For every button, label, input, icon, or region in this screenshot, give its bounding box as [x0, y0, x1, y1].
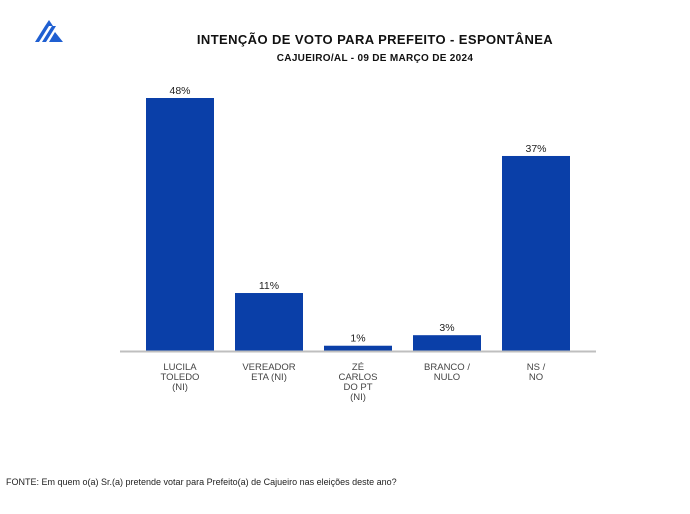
chart-subtitle: CAJUEIRO/AL - 09 DE MARÇO DE 2024: [276, 53, 474, 64]
category-label: VEREADOR: [242, 362, 295, 373]
data-label: 1%: [350, 333, 365, 345]
chart-title: INTENÇÃO DE VOTO PARA PREFEITO - ESPONTÂ…: [196, 32, 554, 47]
category-label: NS /: [527, 362, 546, 373]
category-label: NO: [529, 372, 543, 383]
category-label: CARLOS: [338, 372, 377, 383]
brand-logo-icon: [35, 20, 63, 42]
category-label: BRANCO /: [424, 362, 470, 373]
category-label: LUCILA: [163, 362, 197, 373]
category-label: ETA (NI): [251, 372, 287, 383]
bar: [413, 335, 481, 351]
bar: [146, 98, 214, 351]
source-note: FONTE: Em quem o(a) Sr.(a) pretende vota…: [6, 477, 397, 487]
bar: [235, 293, 303, 351]
category-label: NULO: [434, 372, 460, 383]
category-label: (NI): [350, 392, 366, 403]
category-label: TOLEDO: [161, 372, 200, 383]
bar: [324, 345, 392, 351]
data-label: 3%: [439, 322, 454, 334]
category-label: (NI): [172, 382, 188, 393]
data-label: 37%: [525, 143, 546, 155]
data-label: 48%: [169, 85, 190, 97]
bar: [502, 155, 570, 351]
data-label: 11%: [259, 280, 279, 292]
category-label: DO PT: [343, 382, 372, 393]
category-label: ZÉ: [352, 362, 364, 373]
